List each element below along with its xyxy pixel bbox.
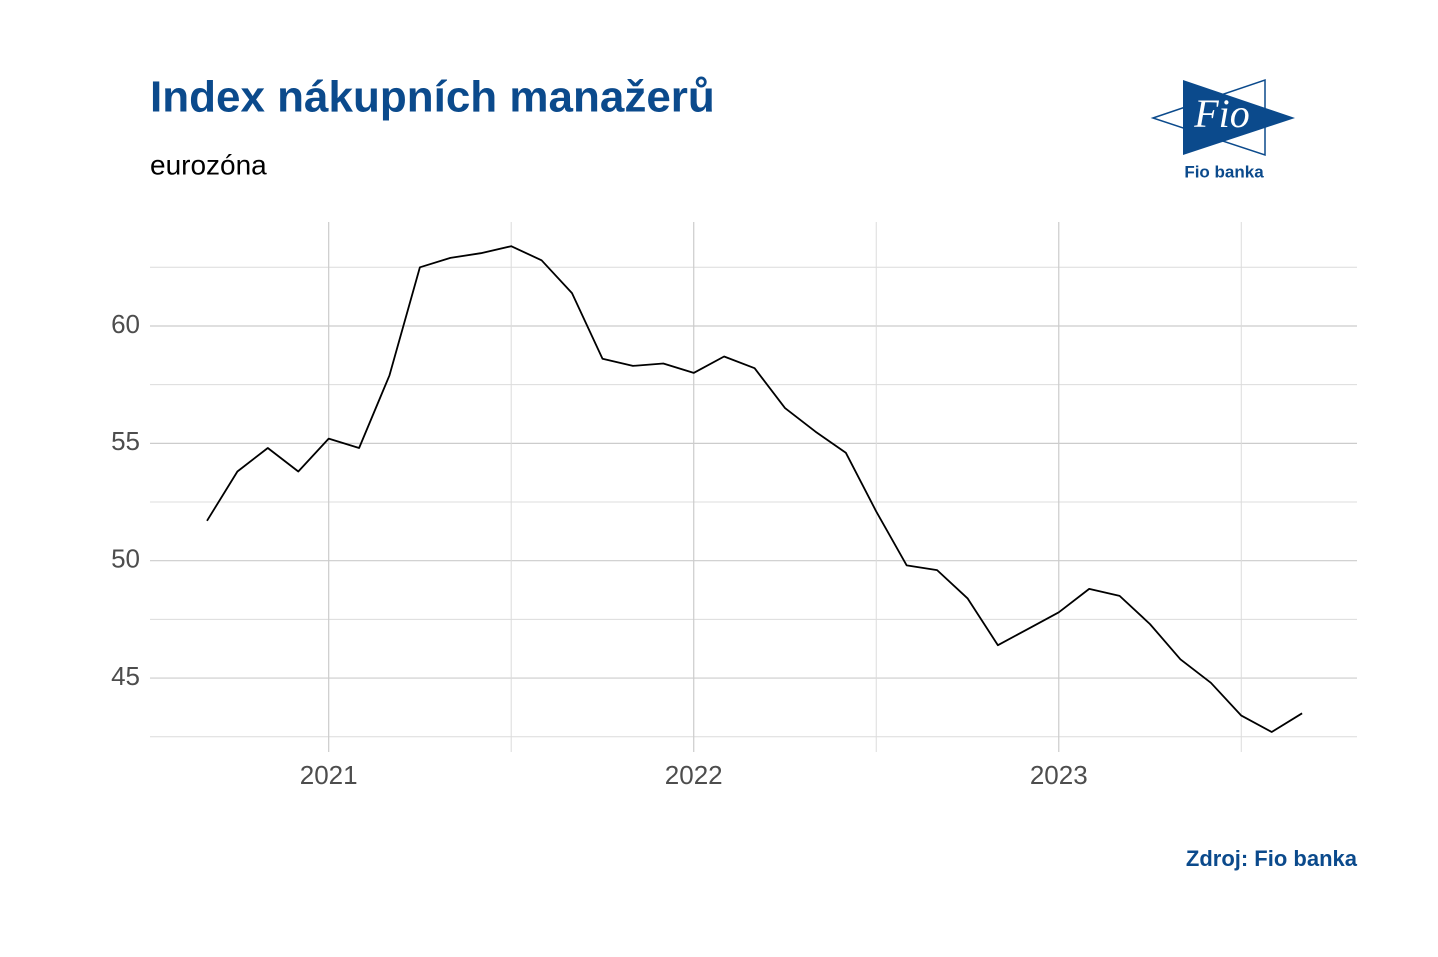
y-tick-label: 60 [111, 309, 140, 339]
logo-mark: Fio [1193, 91, 1250, 136]
line [206, 245, 1303, 733]
x-tick-label: 2022 [665, 760, 723, 790]
chart-subtitle: eurozóna [150, 149, 267, 180]
y-tick-label: 45 [111, 661, 140, 691]
x-tick-label: 2023 [1030, 760, 1088, 790]
x-tick-label: 2021 [300, 760, 358, 790]
logo-name: Fio banka [1184, 162, 1264, 181]
y-tick-label: 55 [111, 426, 140, 456]
logo: Fio Fio banka [1150, 78, 1295, 181]
logo-flag [1183, 80, 1295, 155]
chart-title: Index nákupních manažerů [150, 73, 715, 122]
source: Zdroj: Fio banka [1186, 846, 1358, 871]
y-tick-label: 50 [111, 544, 140, 574]
